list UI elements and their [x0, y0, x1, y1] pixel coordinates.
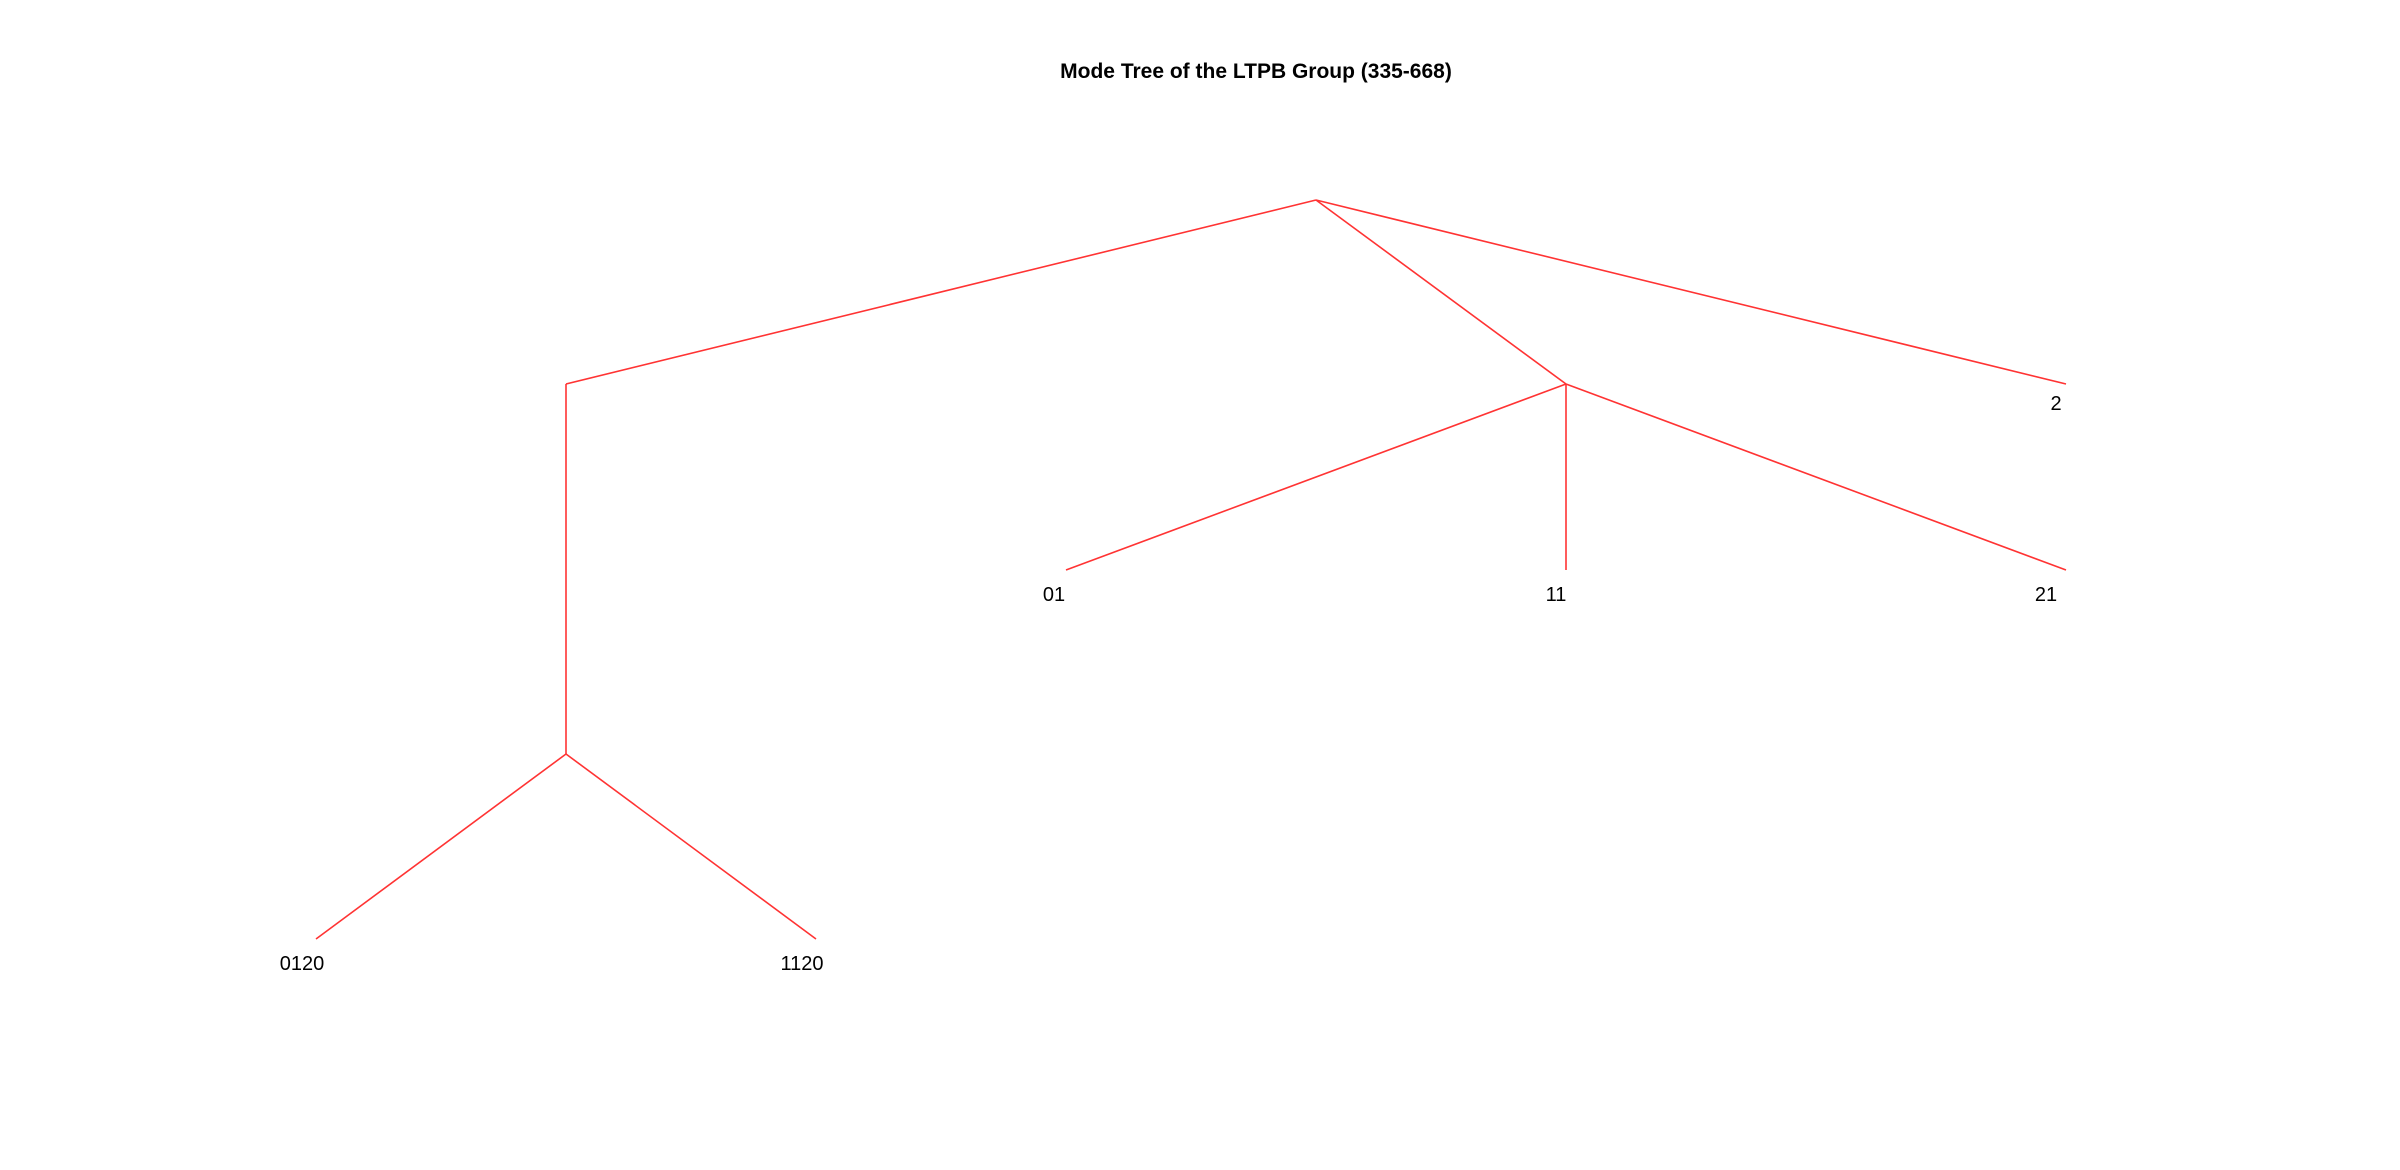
leaf-label-2: 2 [2050, 393, 2061, 415]
leaf-label-01: 01 [1043, 584, 1065, 606]
tree-edge-root-n0 [565, 199, 1317, 385]
chart-title: Mode Tree of the LTPB Group (335-668) [1060, 60, 1452, 83]
tree-edge-n020-n0120 [315, 753, 567, 940]
leaf-label-11: 11 [1546, 584, 1567, 606]
tree-edges [315, 199, 2067, 940]
tree-edge-root-n1 [1315, 199, 1567, 385]
leaf-label-0120: 0120 [280, 953, 325, 975]
tree-edge-n1-n21 [1565, 383, 2067, 571]
tree-edge-n020-n1120 [565, 753, 817, 940]
leaf-label-1120: 1120 [780, 953, 823, 975]
tree-edge-n1-n01 [1065, 383, 1567, 571]
leaf-labels: 2 01 11 21 0120 1120 [280, 393, 2062, 975]
tree-edge-root-n2 [1315, 199, 2067, 385]
leaf-label-21: 21 [2035, 584, 2057, 606]
